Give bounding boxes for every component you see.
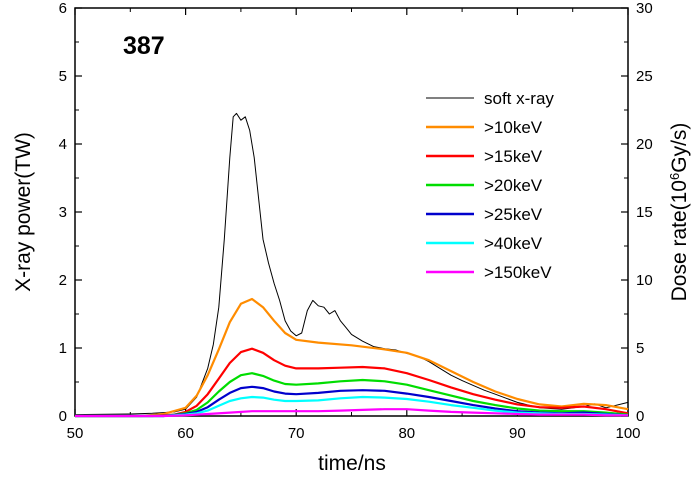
y-axis-title: X-ray power(TW) — [12, 132, 35, 292]
y2-axis-title-exponent: 6 — [667, 173, 682, 180]
y-tick-label: 3 — [59, 204, 67, 221]
legend-label: >10keV — [484, 118, 543, 137]
plot-frame — [74, 7, 629, 417]
shot-label: 387 — [123, 32, 165, 60]
legend-label: >25keV — [484, 205, 543, 224]
y2-axis-ticks: 0 5 10 15 20 25 30 — [621, 0, 653, 425]
legend-label: soft x-ray — [484, 89, 554, 108]
y2-tick-label: 10 — [636, 272, 653, 289]
series-line-0 — [74, 112, 629, 416]
series-line-2 — [75, 347, 629, 418]
y-tick-label: 1 — [59, 340, 67, 357]
x-tick-label: 100 — [615, 425, 640, 442]
y2-tick-label: 25 — [636, 68, 653, 85]
y2-tick-label: 15 — [636, 204, 653, 221]
y-axis-ticks: 0 1 2 3 4 5 6 — [59, 0, 82, 425]
x-tick-label: 60 — [177, 425, 194, 442]
y-tick-label: 4 — [59, 136, 67, 153]
y-tick-label: 5 — [59, 68, 67, 85]
legend-label: >20keV — [484, 176, 543, 195]
legend: soft x-ray >10keV >15keV >20keV >25keV >40keV… — [426, 89, 554, 282]
y2-tick-label: 30 — [636, 0, 653, 17]
y-tick-label: 0 — [59, 408, 67, 425]
y-tick-label: 6 — [59, 0, 67, 17]
y2-tick-label: 5 — [636, 340, 644, 357]
y2-tick-label: 20 — [636, 136, 653, 153]
x-axis-ticks: 50 60 70 80 90 100 — [67, 8, 641, 442]
series-line-3 — [75, 372, 629, 418]
series-line-5 — [75, 395, 629, 418]
x-tick-label: 80 — [398, 425, 415, 442]
y2-axis-title: Dose rate(106Gy/s) — [667, 123, 691, 302]
x-tick-label: 70 — [288, 425, 305, 442]
legend-label: >15keV — [484, 147, 543, 166]
x-tick-label: 90 — [509, 425, 526, 442]
series-line-6 — [75, 408, 628, 418]
y2-axis-title-prefix: Dose rate(10 — [668, 180, 691, 301]
series-line-1 — [75, 297, 629, 418]
legend-label: >150keV — [484, 263, 552, 282]
legend-label: >40keV — [484, 234, 543, 253]
y2-tick-label: 0 — [636, 408, 644, 425]
series-layer — [74, 112, 629, 418]
y2-axis-title-suffix: Gy/s) — [668, 123, 691, 173]
y-tick-label: 2 — [59, 272, 67, 289]
x-tick-label: 50 — [67, 425, 84, 442]
x-axis-title: time/ns — [318, 452, 386, 475]
